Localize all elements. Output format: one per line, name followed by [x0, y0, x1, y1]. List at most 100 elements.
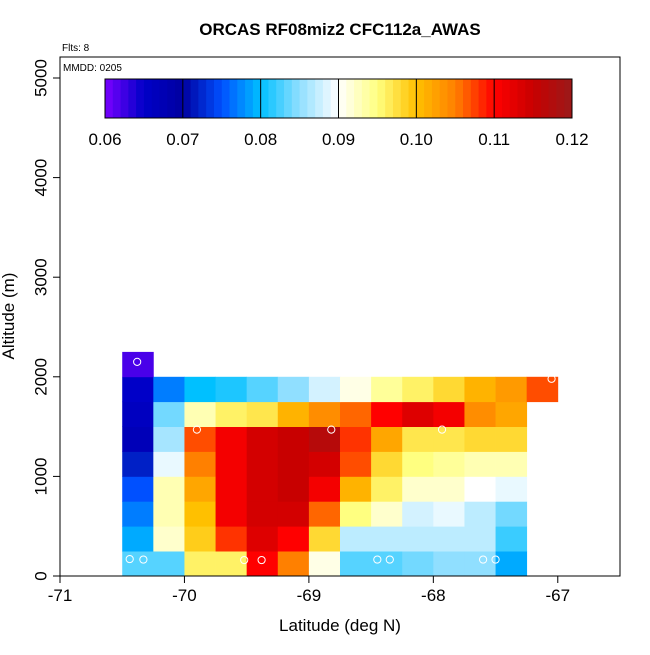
colorbar-swatch — [509, 79, 519, 118]
colorbar-swatch — [120, 79, 129, 118]
heatmap-cell — [402, 501, 434, 527]
heatmap-cell — [122, 476, 154, 502]
x-tick-label: -70 — [172, 586, 197, 605]
sample-point — [547, 374, 556, 383]
heatmap-cell — [433, 526, 465, 552]
heatmap-cell — [246, 401, 279, 427]
heatmap-cell — [122, 501, 154, 527]
heatmap-cell — [433, 401, 465, 427]
heatmap-cell — [464, 551, 496, 577]
colorbar: 0.06 0.07 0.08 0.09 0.10 0.11 0.12 — [88, 78, 589, 149]
colorbar-swatch — [548, 79, 557, 118]
heatmap-cell — [371, 501, 403, 527]
colorbar-tick-label: 0.07 — [166, 130, 199, 149]
heatmap-cell — [371, 451, 403, 477]
colorbar-swatch — [229, 79, 238, 118]
heatmap-cell — [495, 476, 528, 502]
heatmap-cell — [122, 426, 154, 452]
colorbar-swatch — [268, 79, 277, 118]
colorbar-swatch — [112, 79, 122, 118]
colorbar-swatch — [291, 79, 301, 118]
heatmap-cell — [277, 451, 310, 477]
heatmap-cell — [215, 376, 248, 403]
x-tick-label: -68 — [421, 586, 446, 605]
heatmap-cell — [308, 451, 341, 477]
sample-point — [139, 555, 148, 564]
colorbar-swatch — [540, 79, 550, 118]
colorbar-swatch — [213, 79, 223, 118]
heatmap-cell — [153, 401, 185, 427]
colorbar-swatch — [322, 79, 332, 118]
heatmap-cell — [495, 501, 528, 527]
heatmap-cell — [495, 376, 528, 403]
heatmap-cell — [246, 376, 279, 403]
sample-point — [192, 425, 201, 434]
heatmap-cell — [464, 401, 496, 427]
colorbar-swatch — [284, 79, 293, 118]
colorbar-swatch — [338, 79, 347, 118]
heatmap-cell — [215, 426, 248, 452]
heatmap-cell — [308, 526, 341, 552]
colorbar-swatch — [143, 79, 153, 118]
colorbar-swatch — [377, 79, 386, 118]
heatmap-cell — [340, 476, 372, 502]
colorbar-tick-label: 0.11 — [478, 130, 510, 149]
heatmap-cell — [464, 501, 496, 527]
heatmap-cell — [308, 376, 341, 403]
heatmap-cell — [122, 401, 154, 427]
colorbar-swatch — [533, 79, 542, 118]
x-tick-label: -69 — [297, 586, 322, 605]
colorbar-swatch — [307, 79, 316, 118]
colorbar-tick-label: 0.08 — [244, 130, 277, 149]
sample-point — [257, 555, 266, 565]
y-tick-label: 1000 — [31, 457, 50, 495]
heatmap-cell — [464, 426, 496, 452]
heatmap-cell — [402, 426, 434, 452]
colorbar-swatch — [400, 79, 410, 118]
heatmap-cell — [402, 451, 434, 477]
colorbar-swatch — [392, 79, 402, 118]
colorbar-swatch — [151, 79, 160, 118]
colorbar-swatch — [361, 79, 371, 118]
colorbar-swatch — [369, 79, 378, 118]
colorbar-swatch — [470, 79, 480, 118]
colorbar-swatch — [237, 79, 246, 118]
colorbar-tick-label: 0.10 — [400, 130, 433, 149]
heatmap-cell — [246, 526, 279, 552]
heatmap-cell — [246, 501, 279, 527]
heatmap-cell — [340, 376, 372, 403]
heatmap-cell — [433, 451, 465, 477]
heatmap-cell — [153, 501, 185, 527]
colorbar-swatch — [556, 79, 565, 118]
colorbar-swatch — [198, 79, 207, 118]
sample-point — [385, 555, 394, 564]
colorbar-swatch — [501, 79, 511, 118]
colorbar-swatch — [260, 79, 269, 118]
colorbar-tick-label: 0.09 — [322, 130, 355, 149]
heatmap-cell — [371, 476, 403, 502]
colorbar-swatch — [525, 79, 534, 118]
heatmap-cell — [122, 451, 154, 477]
heatmap-cell — [184, 376, 216, 403]
heatmap-cell — [402, 401, 434, 427]
colorbar-swatch — [494, 79, 503, 118]
sample-point — [491, 555, 500, 564]
heatmap-cell — [308, 501, 341, 527]
colorbar-swatch — [221, 79, 231, 118]
heatmap-cell — [526, 376, 559, 403]
sample-point — [373, 555, 382, 564]
heatmap-cell — [277, 476, 310, 502]
colorbar-swatch — [330, 79, 339, 118]
x-tick-label: -71 — [48, 586, 73, 605]
colorbar-swatch — [424, 79, 433, 118]
heatmap-cell — [215, 551, 248, 577]
colorbar-swatch — [175, 79, 184, 118]
heatmap-cell — [495, 551, 528, 577]
colorbar-swatch — [252, 79, 262, 118]
axes: -71 -70 -69 -68 -67 0 1000 2000 3000 4000 5000 — [31, 59, 570, 605]
sample-point — [327, 425, 336, 434]
heatmap-cell — [308, 426, 341, 452]
colorbar-swatch — [447, 79, 456, 118]
heatmap-cell — [402, 476, 434, 502]
